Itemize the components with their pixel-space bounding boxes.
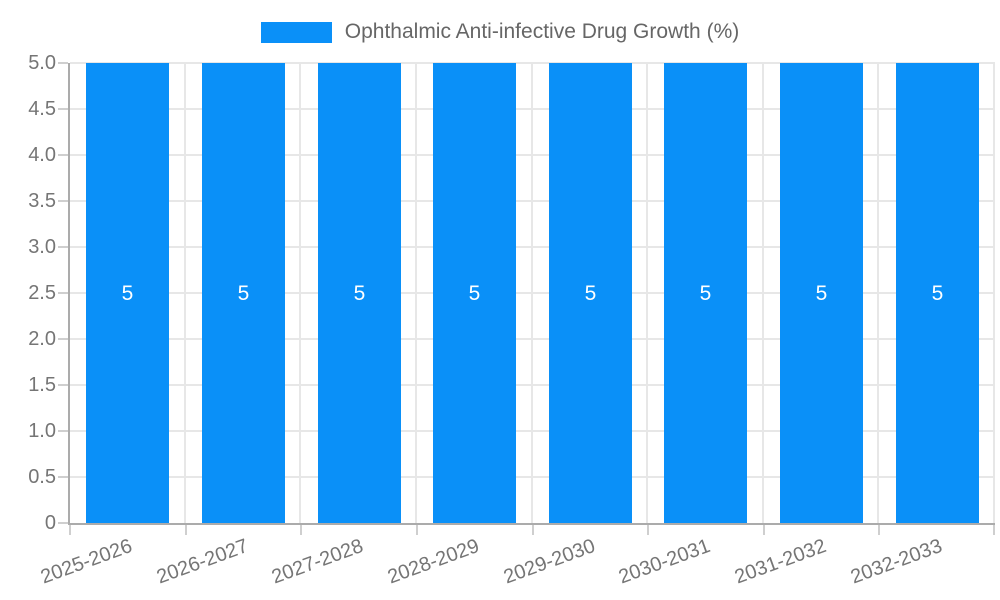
- bar-value-label: 5: [815, 282, 828, 305]
- x-tick-label: 2030-2031: [616, 535, 714, 589]
- x-tick: [647, 523, 650, 535]
- y-tick-label: 3.0: [28, 236, 56, 258]
- y-tick-label: 0.5: [28, 466, 56, 488]
- bar-value-label: 5: [237, 282, 250, 305]
- x-tick: [300, 523, 303, 535]
- legend-swatch: [260, 21, 332, 43]
- x-gridline: [993, 63, 995, 523]
- x-tick-label: 2029-2030: [500, 535, 598, 589]
- legend-label: Ophthalmic Anti-infective Drug Growth (%…: [344, 20, 740, 43]
- y-gridline: [70, 246, 995, 248]
- x-gridline: [183, 63, 186, 523]
- y-tick-label: 5.0: [28, 52, 56, 74]
- y-gridline: [70, 154, 995, 156]
- x-gridline: [761, 63, 764, 523]
- bar-value-label: 5: [931, 282, 944, 305]
- y-tick: [58, 246, 68, 248]
- bar-value-label: 5: [353, 282, 366, 305]
- x-tick: [762, 523, 765, 535]
- y-gridline: [70, 384, 995, 386]
- bar[interactable]: 5: [86, 63, 169, 523]
- bar[interactable]: 5: [549, 63, 632, 523]
- chart-legend-item[interactable]: Ophthalmic Anti-infective Drug Growth (%…: [0, 20, 1000, 44]
- bar[interactable]: 5: [896, 63, 979, 523]
- y-gridline: [70, 292, 995, 294]
- y-tick: [58, 522, 68, 524]
- bar[interactable]: 5: [780, 63, 863, 523]
- x-tick-label: 2028-2029: [384, 535, 483, 589]
- y-tick-label: 4.0: [28, 144, 56, 166]
- y-axis-line: [68, 63, 70, 523]
- x-tick-label: 2025-2026: [37, 535, 136, 589]
- bar[interactable]: 5: [433, 63, 516, 523]
- y-tick: [58, 338, 68, 340]
- x-tick: [878, 523, 881, 535]
- x-tick-label: 2031-2032: [731, 535, 830, 589]
- y-tick-label: 4.5: [28, 98, 56, 120]
- plot-area: 5 5 5 5 5 5 5 5: [58, 62, 995, 535]
- x-tick-label: 2026-2027: [153, 535, 251, 589]
- x-tick: [415, 523, 418, 535]
- y-tick: [58, 292, 68, 294]
- y-tick: [58, 430, 68, 432]
- x-gridline: [530, 63, 533, 523]
- y-tick-label: 0: [44, 512, 56, 534]
- bar-value-label: 5: [121, 282, 134, 305]
- y-gridline: [70, 476, 995, 478]
- x-tick: [69, 523, 71, 535]
- bar-value-label: 5: [699, 282, 712, 305]
- x-tick-label: 2027-2028: [269, 535, 367, 589]
- y-tick: [58, 200, 68, 202]
- bar[interactable]: 5: [664, 63, 747, 523]
- y-tick-label: 2.5: [28, 282, 56, 304]
- y-tick-label: 3.5: [28, 190, 56, 212]
- x-tick: [184, 523, 187, 535]
- y-tick-label: 1.0: [28, 420, 56, 442]
- x-gridline: [646, 63, 649, 523]
- y-gridline: [70, 108, 995, 110]
- bar[interactable]: 5: [318, 63, 401, 523]
- y-tick: [58, 384, 68, 386]
- y-tick: [58, 154, 68, 156]
- y-gridline: [70, 62, 995, 64]
- x-gridline: [299, 63, 302, 523]
- x-gridline: [414, 63, 417, 523]
- bar[interactable]: 5: [202, 63, 285, 523]
- bar-value-label: 5: [468, 282, 481, 305]
- y-tick-label: 2.0: [28, 328, 56, 350]
- y-gridline: [70, 338, 995, 340]
- x-gridline: [877, 63, 880, 523]
- bar-value-label: 5: [584, 282, 597, 305]
- y-tick: [58, 62, 68, 64]
- y-tick-label: 1.5: [28, 374, 56, 396]
- y-tick: [58, 476, 68, 478]
- y-gridline: [70, 430, 995, 432]
- y-tick: [58, 108, 68, 110]
- x-tick-label: 2032-2033: [847, 535, 945, 589]
- x-tick: [531, 523, 534, 535]
- x-tick: [993, 523, 995, 535]
- x-axis-line: [68, 523, 995, 525]
- y-gridline: [70, 200, 995, 202]
